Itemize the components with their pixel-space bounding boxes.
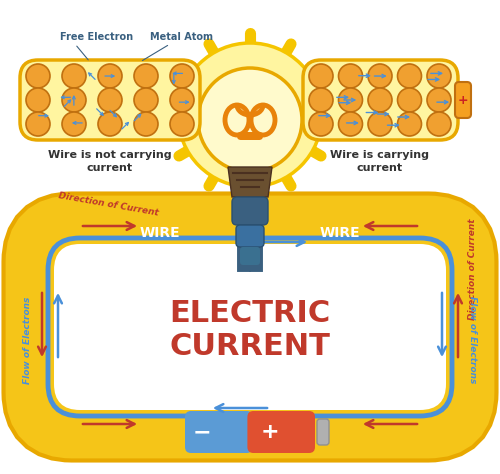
Text: Direction of Current: Direction of Current bbox=[58, 191, 160, 218]
Text: Flow of Electrons: Flow of Electrons bbox=[24, 296, 32, 383]
FancyBboxPatch shape bbox=[185, 411, 252, 453]
Circle shape bbox=[98, 64, 122, 88]
Circle shape bbox=[309, 64, 333, 88]
Circle shape bbox=[427, 88, 451, 112]
FancyBboxPatch shape bbox=[303, 60, 458, 140]
Text: Flow of Electrons: Flow of Electrons bbox=[468, 296, 476, 383]
Circle shape bbox=[398, 112, 421, 136]
FancyBboxPatch shape bbox=[54, 244, 446, 410]
Circle shape bbox=[368, 64, 392, 88]
Circle shape bbox=[134, 112, 158, 136]
Circle shape bbox=[309, 88, 333, 112]
Circle shape bbox=[134, 88, 158, 112]
Text: Direction of Current: Direction of Current bbox=[468, 218, 477, 319]
Circle shape bbox=[98, 112, 122, 136]
Circle shape bbox=[170, 88, 194, 112]
Circle shape bbox=[62, 64, 86, 88]
Circle shape bbox=[368, 112, 392, 136]
Text: ELECTRIC
CURRENT: ELECTRIC CURRENT bbox=[170, 299, 330, 361]
Circle shape bbox=[26, 64, 50, 88]
Circle shape bbox=[368, 88, 392, 112]
Polygon shape bbox=[228, 167, 272, 197]
Circle shape bbox=[26, 88, 50, 112]
Text: −: − bbox=[192, 422, 211, 442]
Circle shape bbox=[134, 64, 158, 88]
Circle shape bbox=[338, 64, 362, 88]
FancyBboxPatch shape bbox=[20, 60, 200, 140]
Circle shape bbox=[338, 112, 362, 136]
Text: +: + bbox=[458, 93, 468, 107]
Circle shape bbox=[178, 43, 322, 187]
Circle shape bbox=[398, 88, 421, 112]
Circle shape bbox=[170, 64, 194, 88]
FancyBboxPatch shape bbox=[455, 82, 471, 118]
Circle shape bbox=[309, 112, 333, 136]
Text: Wire is not carrying
current: Wire is not carrying current bbox=[48, 150, 172, 173]
Circle shape bbox=[98, 88, 122, 112]
Circle shape bbox=[26, 112, 50, 136]
Circle shape bbox=[170, 112, 194, 136]
Circle shape bbox=[62, 112, 86, 136]
Circle shape bbox=[338, 88, 362, 112]
Circle shape bbox=[62, 88, 86, 112]
Text: Free Electron: Free Electron bbox=[60, 32, 133, 42]
FancyBboxPatch shape bbox=[232, 197, 268, 225]
Text: Wire is carrying
current: Wire is carrying current bbox=[330, 150, 430, 173]
Circle shape bbox=[427, 112, 451, 136]
FancyBboxPatch shape bbox=[240, 247, 260, 265]
Text: Metal Atom: Metal Atom bbox=[150, 32, 213, 42]
Circle shape bbox=[398, 64, 421, 88]
Text: +: + bbox=[260, 422, 279, 442]
FancyBboxPatch shape bbox=[317, 419, 329, 445]
FancyBboxPatch shape bbox=[237, 132, 263, 140]
FancyBboxPatch shape bbox=[236, 225, 264, 247]
FancyBboxPatch shape bbox=[248, 411, 315, 453]
Text: WIRE: WIRE bbox=[320, 226, 360, 240]
Circle shape bbox=[198, 68, 302, 172]
Circle shape bbox=[427, 64, 451, 88]
Text: WIRE: WIRE bbox=[140, 226, 180, 240]
